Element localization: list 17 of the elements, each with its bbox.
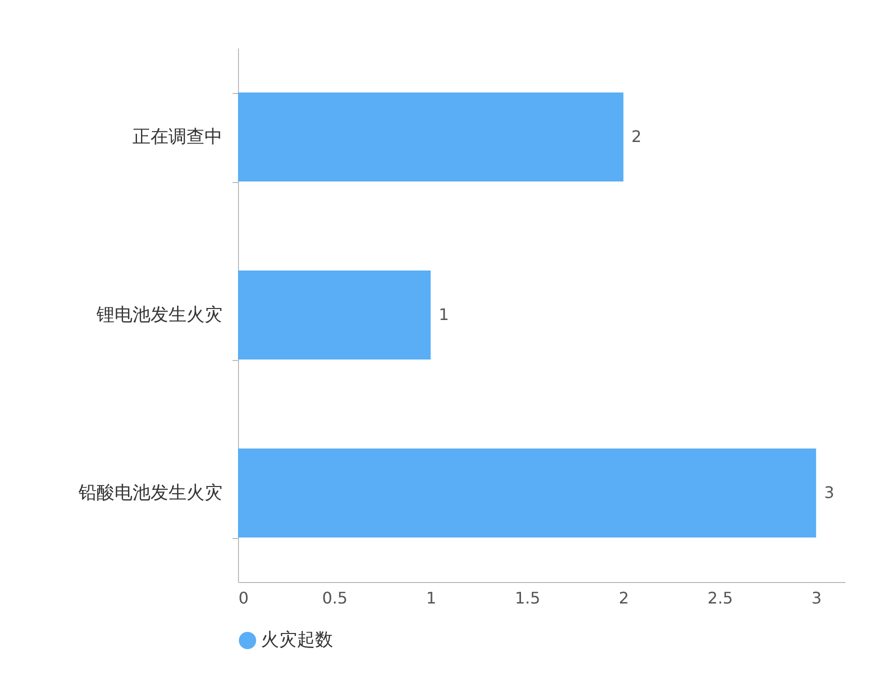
x-tick-label: 1.5 (514, 588, 540, 608)
bar (238, 92, 624, 182)
y-tick-label: 正在调查中 (132, 126, 222, 148)
bar (238, 270, 431, 360)
x-tick-label: 2 (618, 588, 629, 608)
data-label: 1 (438, 305, 449, 324)
x-tick-label: 0 (238, 588, 249, 608)
x-tick-label: 3 (812, 588, 822, 608)
bar (238, 448, 816, 538)
data-label: 3 (824, 483, 834, 502)
x-tick-label: 0.5 (322, 588, 348, 608)
x-tick-label: 2.5 (708, 588, 733, 608)
legend-label: 火灾起数 (261, 630, 333, 650)
x-tick-label: 1 (426, 588, 436, 608)
y-tick-label: 铅酸电池发生火灾 (78, 482, 222, 504)
data-label: 2 (631, 127, 642, 146)
y-tick-label: 锂电池发生火灾 (96, 304, 222, 326)
